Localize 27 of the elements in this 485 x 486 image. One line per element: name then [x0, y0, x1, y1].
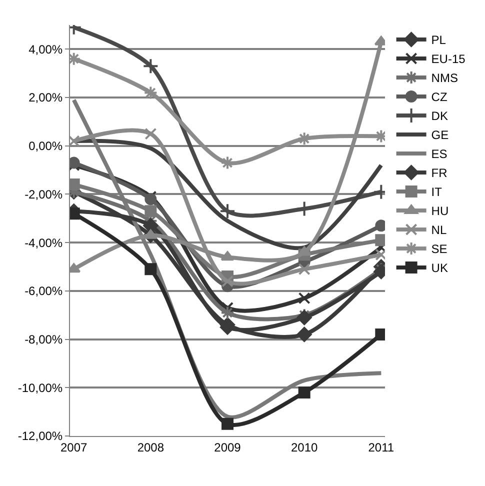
legend-label: PL — [431, 33, 446, 48]
legend-label: CZ — [431, 90, 448, 104]
legend-label: NMS — [431, 71, 458, 86]
legend-label: HU — [431, 204, 449, 218]
y-tick-label: -6,00% — [24, 284, 63, 298]
x-tick-label: 2007 — [60, 440, 88, 454]
legend-label: ES — [431, 147, 448, 162]
legend-label: UK — [431, 261, 448, 276]
y-tick-label: 0,00% — [28, 139, 63, 154]
y-tick-label: -8,00% — [24, 332, 63, 346]
legend-label: NL — [431, 223, 447, 238]
x-tick-label: 2009 — [214, 440, 242, 454]
x-tick-label: 2010 — [290, 440, 318, 454]
x-tick-label: 2008 — [137, 440, 164, 454]
y-tick-label: 2,00% — [28, 90, 63, 105]
y-tick-label: -10,00% — [18, 380, 63, 395]
y-tick-label: -12,00% — [18, 429, 63, 444]
legend-label: FR — [431, 166, 448, 180]
y-tick-label: -4,00% — [24, 236, 63, 250]
legend-label: DK — [431, 109, 448, 124]
y-tick-label: -2,00% — [24, 187, 63, 202]
legend-label: IT — [431, 185, 443, 200]
legend-label: SE — [431, 242, 448, 256]
legend-label: GE — [431, 128, 449, 142]
legend-label: EU-15 — [431, 52, 466, 66]
y-tick-label: 4,00% — [28, 42, 63, 56]
x-tick-label: 2011 — [368, 440, 394, 454]
